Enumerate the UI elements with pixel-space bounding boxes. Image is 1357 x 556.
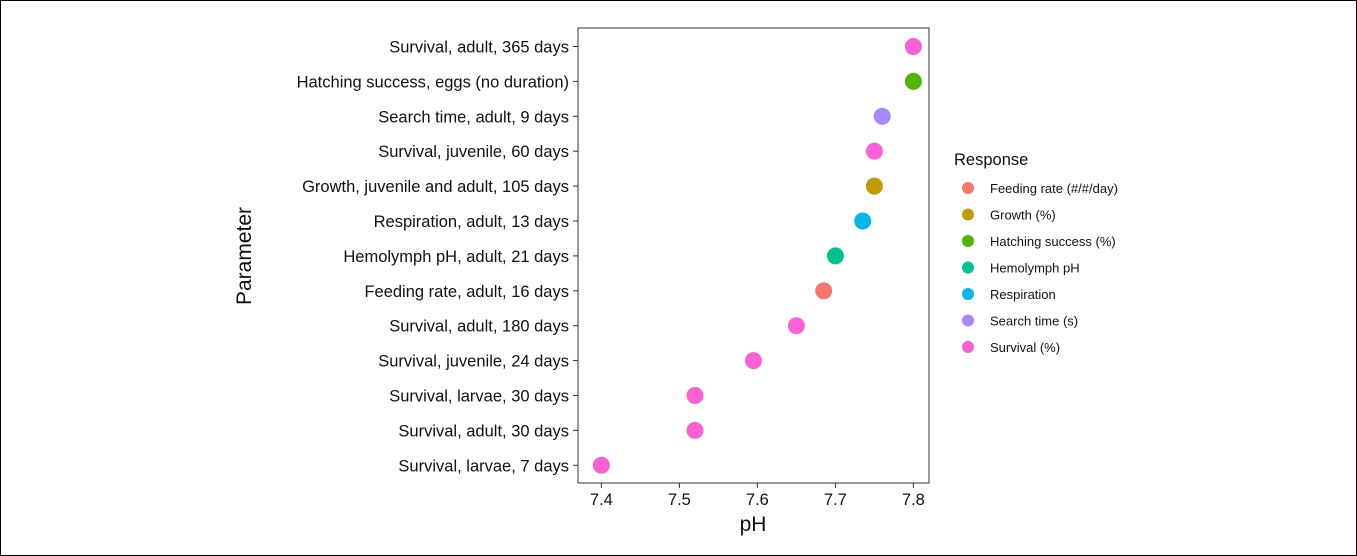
legend-label: Survival (%): [990, 340, 1060, 355]
data-point: [904, 38, 922, 55]
y-tick-label: Survival, juvenile, 24 days: [378, 353, 569, 371]
legend-title: Response: [954, 151, 1028, 169]
legend-label: Growth (%): [990, 208, 1056, 223]
data-point: [815, 282, 833, 300]
data-points: [592, 38, 922, 474]
y-tick-label: Feeding rate, adult, 16 days: [364, 283, 569, 301]
y-axis: Survival, adult, 365 days Hatching succes…: [297, 39, 578, 475]
legend-key: [962, 288, 974, 300]
y-tick-label: Survival, larvae, 30 days: [389, 388, 569, 406]
y-tick-label: Survival, adult, 180 days: [389, 318, 569, 336]
data-point: [854, 212, 872, 230]
legend-label: Feeding rate (#/#/day): [990, 181, 1118, 196]
x-tick-label: 7.7: [824, 491, 847, 509]
data-point: [592, 456, 610, 474]
legend-key: [962, 235, 974, 247]
y-axis-title: Parameter: [233, 207, 256, 305]
y-tick-label: Hemolymph pH, adult, 21 days: [343, 248, 569, 266]
y-tick-label: Growth, juvenile and adult, 105 days: [302, 178, 569, 196]
x-tick-label: 7.8: [902, 491, 925, 509]
data-point: [865, 177, 883, 195]
data-point: [745, 352, 762, 370]
legend-key: [962, 261, 974, 274]
legend-label: Respiration: [990, 287, 1056, 302]
data-point: [904, 72, 922, 90]
x-tick-label: 7.6: [746, 491, 769, 509]
x-axis: 7.4 7.5 7.6 7.7 7.8: [590, 483, 925, 509]
data-point: [873, 107, 891, 125]
data-point: [865, 142, 883, 160]
legend-label: Search time (s): [990, 314, 1078, 329]
y-tick-label: Respiration, adult, 13 days: [374, 213, 569, 231]
legend-label: Hemolymph pH: [990, 261, 1080, 276]
x-tick-label: 7.4: [590, 491, 613, 509]
legend-key: [962, 341, 974, 353]
legend: Response Feeding rate (#/#/day) Growth (%…: [954, 151, 1118, 355]
y-tick-label: Hatching success, eggs (no duration): [297, 73, 569, 91]
y-tick-label: Survival, larvae, 7 days: [398, 457, 569, 475]
plot-panel: [577, 27, 930, 484]
legend-key: [962, 314, 974, 327]
data-point: [826, 247, 844, 265]
legend-key: [962, 208, 974, 221]
y-tick-label: Survival, adult, 30 days: [398, 422, 569, 440]
data-point: [686, 421, 704, 439]
y-tick-label: Survival, adult, 365 days: [389, 39, 569, 57]
legend-label: Hatching success (%): [990, 234, 1116, 249]
x-axis-title: pH: [740, 513, 767, 536]
data-point: [686, 387, 704, 404]
data-point: [787, 317, 805, 335]
legend-key: [962, 182, 974, 194]
y-tick-label: Search time, adult, 9 days: [378, 108, 569, 126]
y-tick-label: Survival, juvenile, 60 days: [378, 143, 569, 161]
x-tick-label: 7.5: [668, 491, 691, 509]
